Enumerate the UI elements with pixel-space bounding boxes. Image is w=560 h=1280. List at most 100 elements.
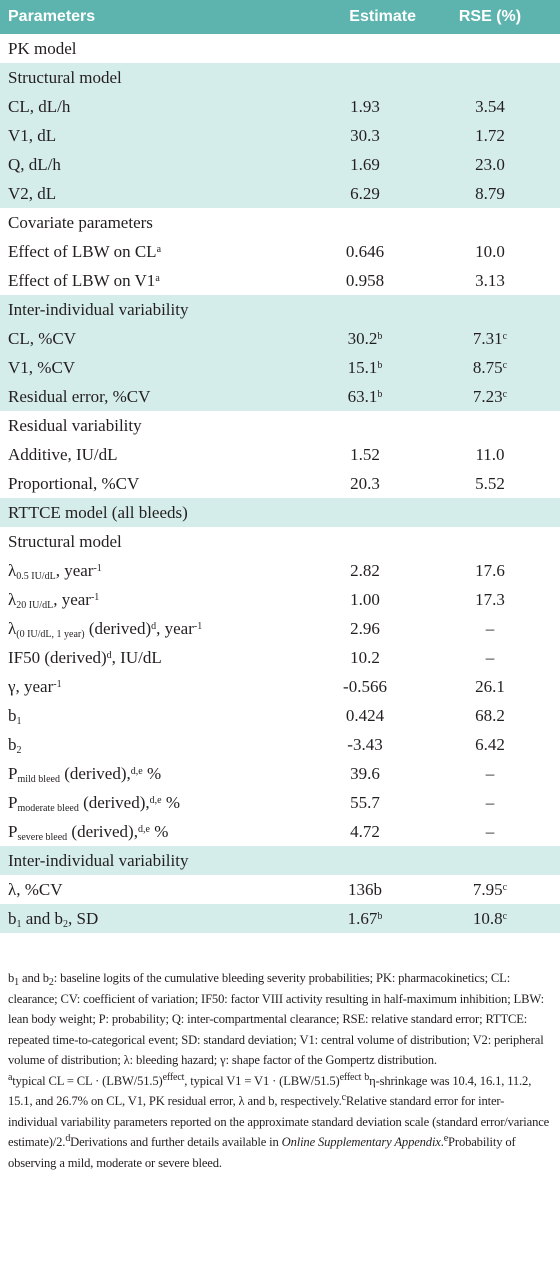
rse-cell: 10.0 [420, 242, 560, 262]
label-cell: Effect of LBW on V1a [0, 271, 310, 291]
text: % [161, 792, 181, 812]
text: 2.82 [350, 560, 380, 580]
text: 6.42 [475, 734, 505, 754]
label-cell: λ0.5 IU/dL, year-1 [0, 560, 310, 582]
table-row: V1, %CV 15.1b 8.75c [0, 353, 560, 382]
subscript: 0.5 IU/dL [16, 570, 56, 582]
estimate-cell: 55.7 [310, 793, 420, 813]
text: λ [8, 589, 17, 609]
text: – [485, 618, 495, 638]
estimate-cell: 1.67b [310, 909, 420, 929]
superscript: c [502, 359, 508, 371]
text: b [8, 734, 17, 754]
table-row: Pmoderate bleed (derived),d,e % 55.7 – [0, 788, 560, 817]
text: (derived) [84, 618, 152, 638]
text: 2.96 [350, 618, 380, 638]
label-cell: RTTCE model (all bleeds) [0, 503, 310, 523]
text: 1.72 [475, 125, 505, 145]
table-row: PK model [0, 34, 560, 63]
text: – [485, 763, 495, 783]
text: IF50 (derived) [8, 647, 107, 667]
estimate-cell: 1.93 [310, 97, 420, 117]
rse-cell: 6.42 [420, 735, 560, 755]
subscript: (0 IU/dL, 1 year) [16, 628, 85, 640]
text: λ [8, 560, 17, 580]
text: 17.3 [475, 589, 505, 609]
superscript: d [106, 649, 112, 661]
table-row: λ(0 IU/dL, 1 year) (derived)d, year-1 2.9… [0, 614, 560, 643]
subscript: mild bleed [17, 773, 60, 785]
superscript: a [156, 243, 162, 255]
table-row: Psevere bleed (derived),d,e % 4.72 – [0, 817, 560, 846]
superscript: effect [339, 1071, 362, 1083]
text: 10.0 [475, 241, 505, 261]
subscript: 1 [16, 918, 22, 930]
text: – [485, 647, 495, 667]
table-row: Residual variability [0, 411, 560, 440]
label-cell: V1, %CV [0, 358, 310, 378]
text: Effect of LBW on CL [8, 241, 157, 261]
table-row: Additive, IU/dL 1.52 11.0 [0, 440, 560, 469]
text: Relative standard error for inter-indivi… [8, 1094, 550, 1149]
text: 0.424 [345, 705, 385, 725]
text: V2, dL [8, 183, 57, 203]
label-cell: CL, dL/h [0, 97, 310, 117]
rse-cell: 3.13 [420, 271, 560, 291]
estimate-cell: 136b [310, 880, 420, 900]
superscript: c [502, 881, 508, 893]
subscript: 1 [16, 715, 22, 727]
rse-cell: 11.0 [420, 445, 560, 465]
text: Additive, IU/dL [8, 444, 118, 464]
superscript: c [502, 330, 508, 342]
text: Residual error, %CV [8, 386, 151, 406]
text: 11.0 [475, 444, 505, 464]
text: 23.0 [475, 154, 505, 174]
text: 6.29 [350, 183, 380, 203]
subscript: severe bleed [17, 831, 68, 843]
table-row: RTTCE model (all bleeds) [0, 498, 560, 527]
text: Probability of observing a mild, moderat… [8, 1135, 516, 1170]
text: 39.6 [350, 763, 380, 783]
label-cell: γ, year-1 [0, 677, 310, 697]
rse-cell: 7.31c [420, 329, 560, 349]
text: typical CL = CL · (LBW/51.5) [12, 1073, 163, 1088]
text: 30.3 [350, 125, 380, 145]
rse-cell: – [420, 648, 560, 668]
text: 0.646 [345, 241, 385, 261]
table-row: V1, dL 30.3 1.72 [0, 121, 560, 150]
estimate-cell: 1.69 [310, 155, 420, 175]
text: η-shrinkage was 10.4, 16.1, 11.2, 15.1, … [8, 1073, 532, 1109]
superscript: -1 [53, 678, 62, 690]
label-cell: Additive, IU/dL [0, 445, 310, 465]
subscript: 1 [14, 977, 20, 988]
text: (derived), [78, 792, 150, 812]
superscript: -1 [93, 562, 102, 574]
table-row: b1 0.424 68.2 [0, 701, 560, 730]
text: b [8, 705, 17, 725]
subscript: moderate bleed [17, 802, 79, 814]
text: , year [156, 618, 194, 638]
text: Q, dL/h [8, 154, 61, 174]
text: (derived), [67, 821, 138, 841]
rse-cell: 23.0 [420, 155, 560, 175]
estimate-cell: 0.646 [310, 242, 420, 262]
text: Residual variability [8, 415, 142, 435]
rse-cell: 10.8c [420, 909, 560, 929]
text: 0.958 [345, 270, 385, 290]
header-cell: Estimate [349, 8, 416, 25]
text: , typical V1 = V1 · (LBW/51.5) [184, 1073, 340, 1088]
rse-cell: – [420, 619, 560, 639]
text: 1.93 [350, 96, 380, 116]
text: 1.00 [350, 589, 380, 609]
table-row: Residual error, %CV 63.1b 7.23c [0, 382, 560, 411]
superscript: d [151, 620, 157, 632]
text: 10.8 [472, 908, 503, 928]
text: 7.95 [472, 879, 503, 899]
label-cell: b1 and b2, SD [0, 909, 310, 930]
text: 8.79 [475, 183, 505, 203]
estimate-cell: 2.96 [310, 619, 420, 639]
superscript: effect [162, 1071, 185, 1083]
subscript: 2 [16, 744, 22, 756]
text: Inter-individual variability [8, 299, 189, 319]
text: P [8, 763, 18, 783]
